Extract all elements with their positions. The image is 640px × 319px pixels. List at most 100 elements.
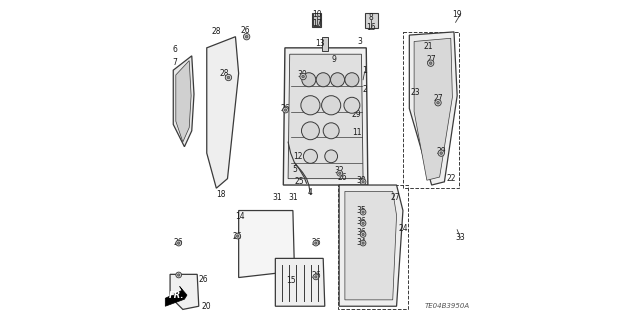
Text: 27: 27 xyxy=(390,193,400,202)
Text: FR.: FR. xyxy=(169,291,184,300)
Circle shape xyxy=(300,73,307,80)
Bar xyxy=(312,13,321,27)
Circle shape xyxy=(362,222,364,225)
Polygon shape xyxy=(207,37,239,188)
Polygon shape xyxy=(170,274,199,309)
Polygon shape xyxy=(176,61,191,142)
Polygon shape xyxy=(288,54,363,179)
Text: 1: 1 xyxy=(362,66,367,75)
Circle shape xyxy=(177,274,180,276)
Circle shape xyxy=(303,149,317,163)
Polygon shape xyxy=(173,56,194,147)
Text: 26: 26 xyxy=(173,238,183,247)
Circle shape xyxy=(176,272,182,278)
Text: 27: 27 xyxy=(427,55,436,63)
Circle shape xyxy=(176,240,182,246)
Text: 32: 32 xyxy=(334,166,344,175)
Text: 26: 26 xyxy=(240,26,250,35)
Circle shape xyxy=(284,109,287,111)
Polygon shape xyxy=(321,37,328,51)
Polygon shape xyxy=(239,211,294,278)
Text: 33: 33 xyxy=(456,233,465,242)
Text: 24: 24 xyxy=(398,224,408,233)
Circle shape xyxy=(283,107,289,113)
Text: 28: 28 xyxy=(212,27,221,36)
Circle shape xyxy=(235,233,241,239)
Circle shape xyxy=(324,150,337,163)
Text: 22: 22 xyxy=(446,174,456,183)
Circle shape xyxy=(438,150,444,156)
Circle shape xyxy=(360,220,366,226)
Circle shape xyxy=(339,172,341,174)
Polygon shape xyxy=(275,258,324,306)
Polygon shape xyxy=(345,191,397,300)
Text: 14: 14 xyxy=(236,212,245,221)
Text: 5: 5 xyxy=(292,165,297,174)
Text: 27: 27 xyxy=(433,94,443,103)
Text: 26: 26 xyxy=(337,173,347,182)
Text: TE04B3950A: TE04B3950A xyxy=(425,303,470,309)
Circle shape xyxy=(313,240,319,246)
Circle shape xyxy=(330,73,344,87)
Text: 26: 26 xyxy=(312,271,322,280)
Text: 26: 26 xyxy=(199,275,209,284)
Text: 6: 6 xyxy=(172,45,177,54)
Text: 8: 8 xyxy=(369,13,373,22)
Text: 29: 29 xyxy=(436,147,446,156)
Circle shape xyxy=(360,240,366,246)
Text: 16: 16 xyxy=(366,23,376,32)
Circle shape xyxy=(360,179,366,185)
Circle shape xyxy=(429,62,432,64)
Circle shape xyxy=(435,100,441,106)
Circle shape xyxy=(237,235,239,237)
Circle shape xyxy=(243,33,250,40)
Text: 28: 28 xyxy=(220,69,229,78)
Circle shape xyxy=(313,274,319,280)
Circle shape xyxy=(301,96,320,115)
Circle shape xyxy=(436,101,439,104)
Circle shape xyxy=(344,97,360,113)
Text: 29: 29 xyxy=(352,110,362,119)
Circle shape xyxy=(337,170,342,176)
Polygon shape xyxy=(313,13,320,26)
Bar xyxy=(337,185,408,309)
Text: 21: 21 xyxy=(424,42,433,51)
Text: 30: 30 xyxy=(356,176,366,185)
Bar xyxy=(403,32,459,188)
Circle shape xyxy=(321,96,340,115)
Bar xyxy=(365,13,378,28)
Polygon shape xyxy=(165,286,187,306)
Text: 12: 12 xyxy=(293,152,303,161)
Polygon shape xyxy=(410,32,457,185)
Circle shape xyxy=(323,123,339,139)
Circle shape xyxy=(362,242,364,244)
Text: 7: 7 xyxy=(172,58,177,67)
Text: 26: 26 xyxy=(312,238,322,247)
Text: 23: 23 xyxy=(411,88,420,97)
Circle shape xyxy=(360,209,366,215)
Circle shape xyxy=(362,233,364,236)
Text: 35: 35 xyxy=(356,206,366,215)
Text: 36: 36 xyxy=(356,228,366,237)
Circle shape xyxy=(360,232,366,237)
Text: 20: 20 xyxy=(202,302,212,311)
Text: 2: 2 xyxy=(362,85,367,94)
Circle shape xyxy=(225,74,232,81)
Text: 36: 36 xyxy=(356,217,366,226)
Text: 13: 13 xyxy=(315,39,325,48)
Polygon shape xyxy=(339,185,403,306)
Text: 34: 34 xyxy=(356,238,366,247)
Text: 30: 30 xyxy=(298,70,307,79)
Text: 31: 31 xyxy=(288,193,298,202)
Text: 3: 3 xyxy=(357,37,362,46)
Circle shape xyxy=(440,152,442,154)
Circle shape xyxy=(227,76,230,79)
Circle shape xyxy=(315,242,317,244)
Text: 10: 10 xyxy=(312,10,322,19)
Circle shape xyxy=(362,181,364,183)
Circle shape xyxy=(316,73,330,87)
Text: 18: 18 xyxy=(216,190,226,199)
Text: 25: 25 xyxy=(294,177,304,186)
Text: 17: 17 xyxy=(312,19,322,28)
Text: 11: 11 xyxy=(352,128,362,137)
